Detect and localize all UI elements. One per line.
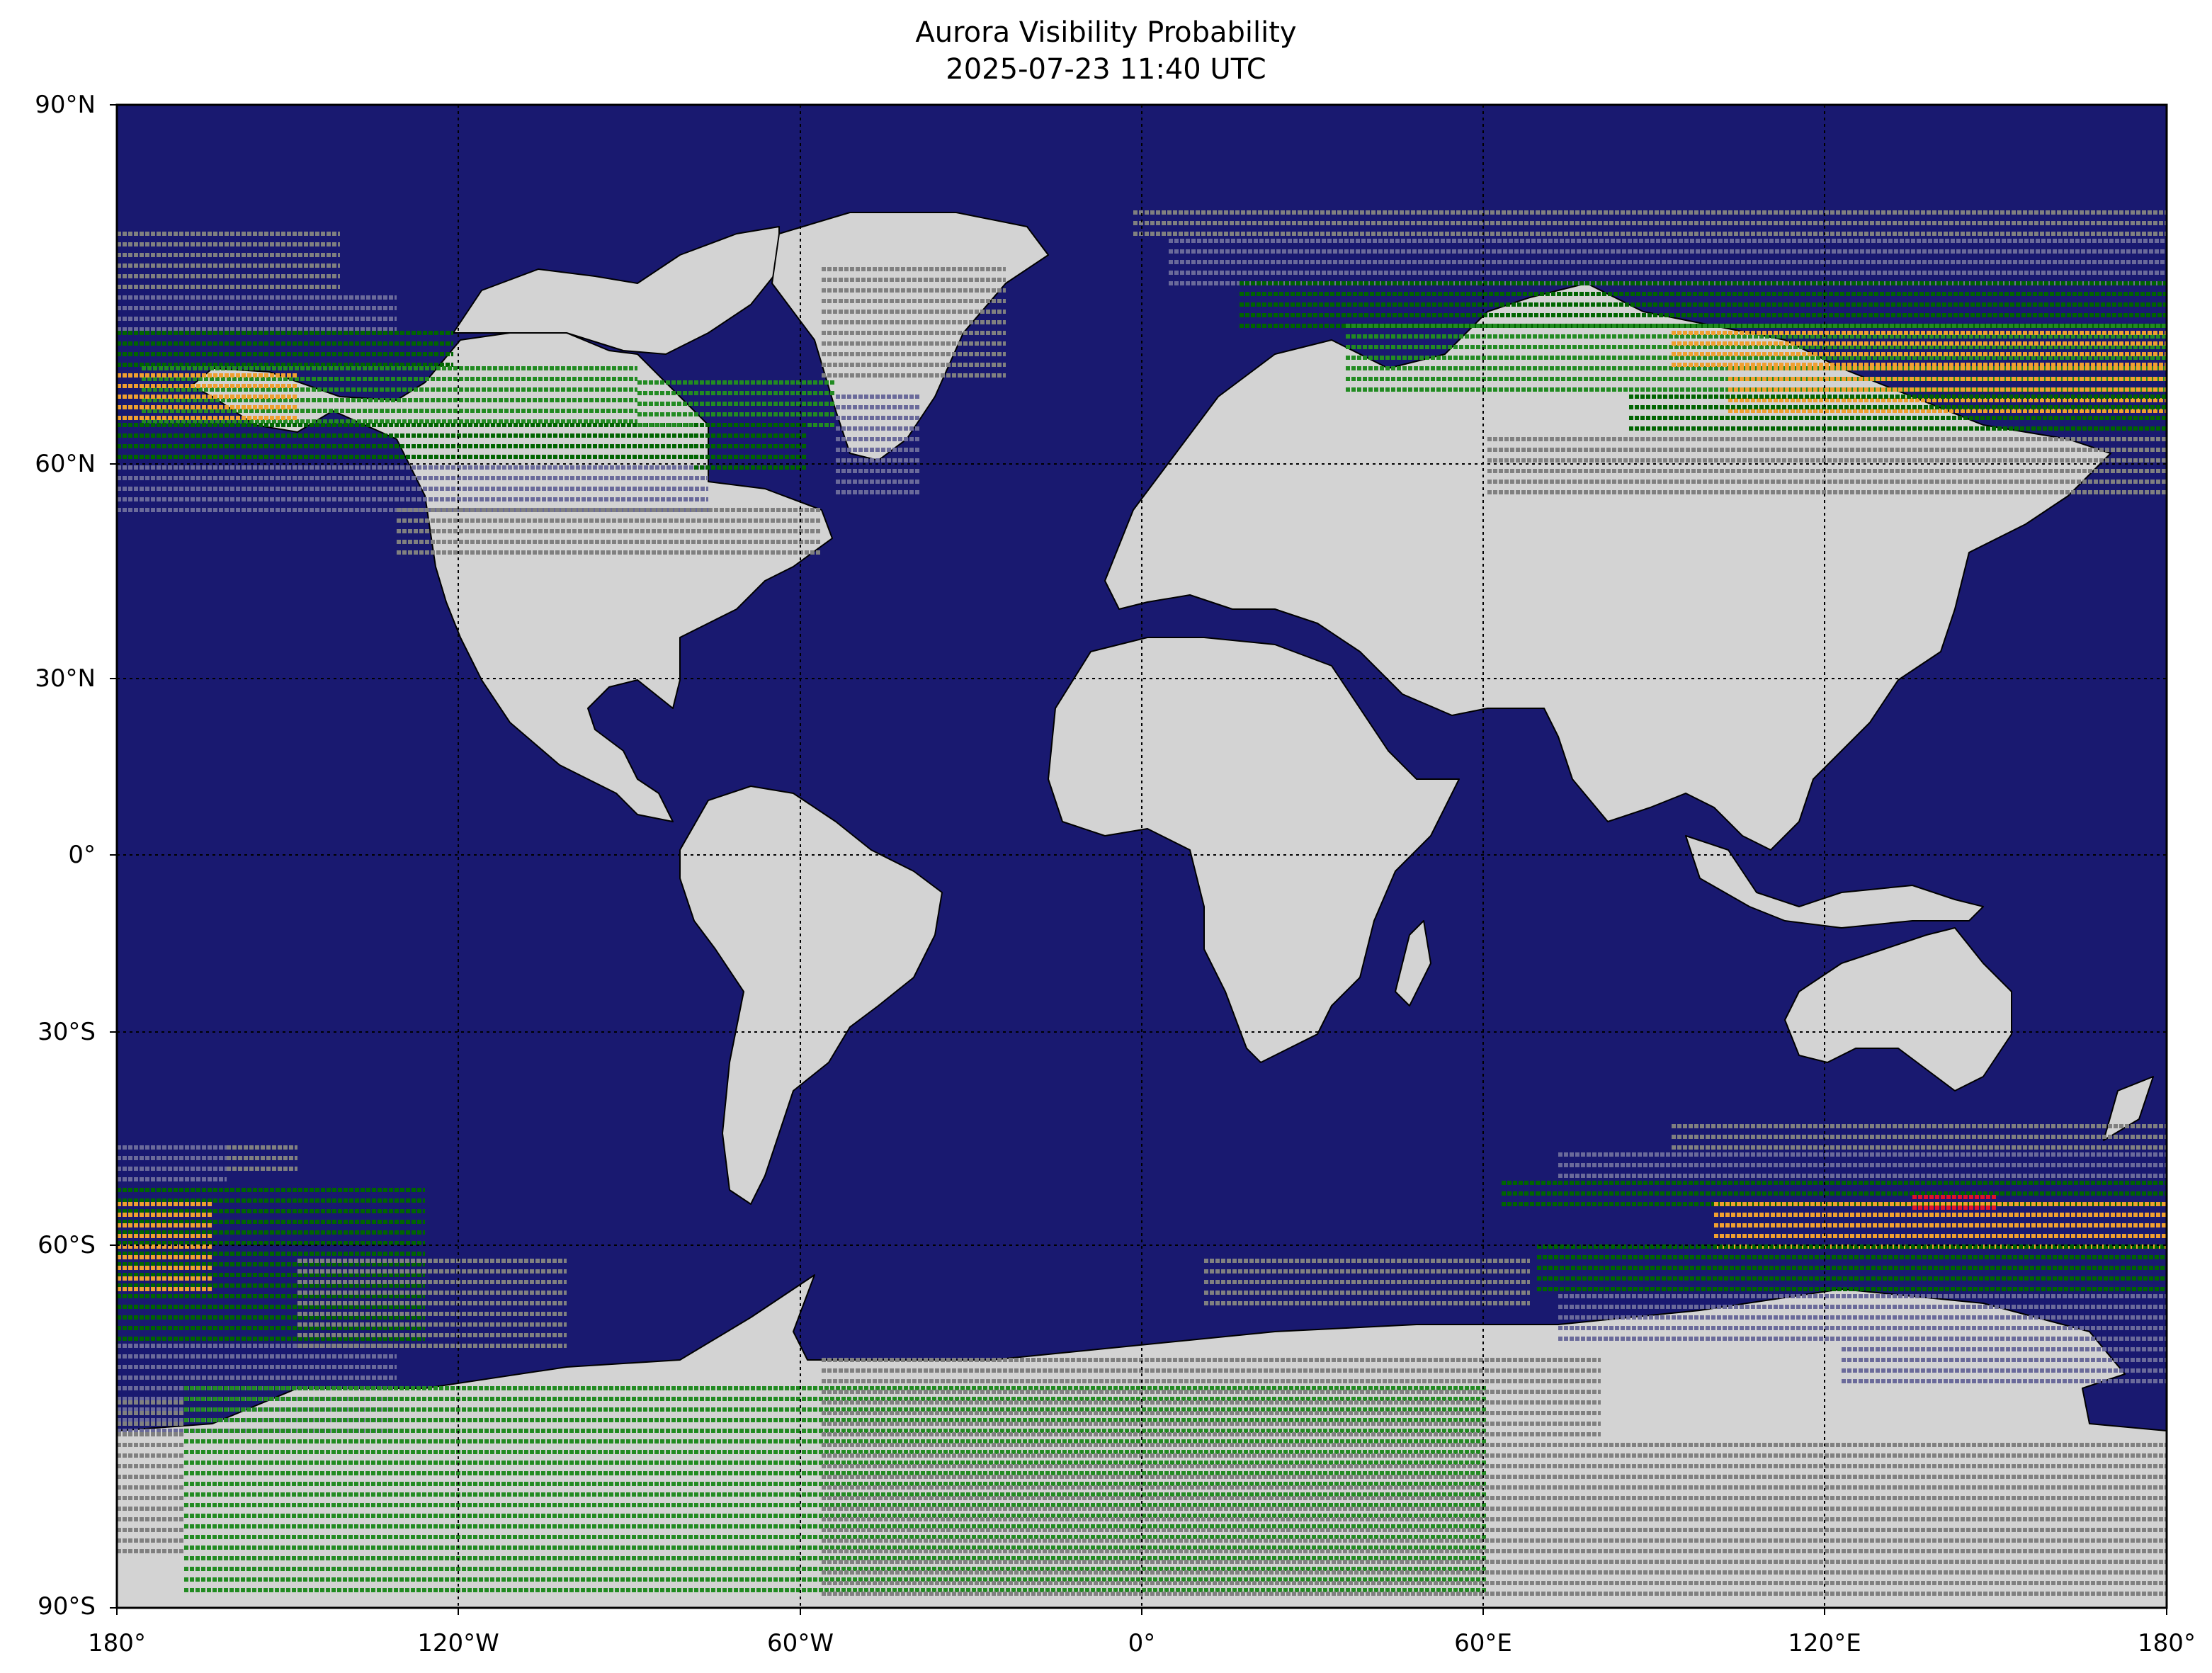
southeast-asia-islands [1685, 835, 1984, 929]
africa [1048, 637, 1460, 1063]
map-subtitle: 2025-07-23 11:40 UTC [946, 53, 1266, 86]
lon-label-0: 0° [1128, 1629, 1156, 1657]
graticule [117, 105, 2167, 1608]
lon-label-120w: 120°W [417, 1629, 499, 1657]
lat-label-0: 0° [68, 841, 96, 869]
lat-label-60s: 60°S [38, 1231, 96, 1259]
lon-label-60e: 60°E [1454, 1629, 1512, 1657]
lat-label-30s: 30°S [38, 1018, 96, 1046]
axis-ticks [110, 104, 2167, 1615]
south-america [679, 786, 943, 1205]
eurasia [1104, 283, 2111, 851]
map-title: Aurora Visibility Probability [915, 16, 1297, 49]
lat-label-30n: 30°N [35, 664, 96, 693]
lon-label-120e: 120°E [1788, 1629, 1861, 1657]
lat-label-60n: 60°N [35, 450, 96, 478]
australia [1784, 927, 2012, 1091]
lon-label-180e: 180° [2138, 1629, 2196, 1657]
lat-label-90n: 90°N [35, 91, 96, 119]
lon-label-60w: 60°W [767, 1629, 834, 1657]
aurora-bands [117, 210, 2167, 1596]
lon-label-180w: 180° [88, 1629, 146, 1657]
madagascar [1395, 920, 1431, 1006]
lat-label-90s: 90°S [38, 1592, 96, 1621]
